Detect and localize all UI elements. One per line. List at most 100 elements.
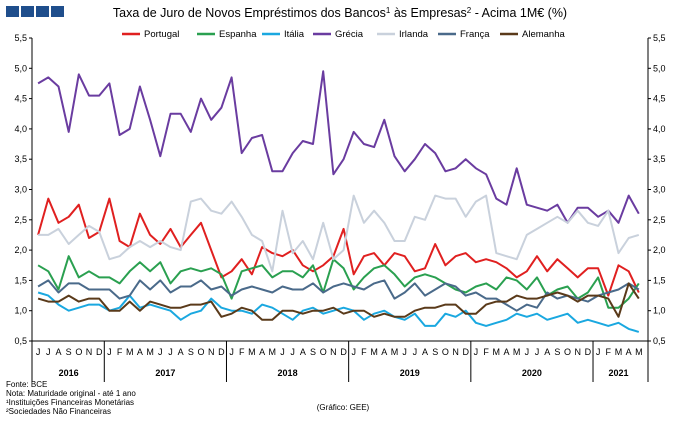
chart-credit: (Gráfico: GEE) (317, 403, 370, 412)
y-tick-label-left: 5,0 (14, 63, 27, 73)
title-end: - Acima 1M€ (%) (471, 6, 567, 20)
x-month-label: A (422, 347, 428, 357)
series-lines (37, 70, 640, 333)
x-month-label: J (351, 347, 356, 357)
x-month-label: S (432, 347, 438, 357)
y-tick-label-left: 1,5 (14, 275, 27, 285)
logo-block-1 (6, 6, 19, 17)
x-month-label: S (188, 347, 194, 357)
footnote-note: Nota: Maturidade original - até 1 ano (6, 389, 136, 398)
x-month-label: M (391, 347, 399, 357)
x-month-label: J (36, 347, 41, 357)
x-month-label: M (513, 347, 521, 357)
logo-block-2 (21, 6, 34, 17)
series-line-grecia (37, 70, 640, 224)
x-month-label: A (300, 347, 306, 357)
x-month-label: O (75, 347, 82, 357)
x-year-label: 2016 (59, 368, 79, 378)
x-month-label: J (474, 347, 479, 357)
series-line-alemanha (37, 282, 640, 321)
y-tick-label-left: 3,0 (14, 185, 27, 195)
x-month-label: J (402, 347, 407, 357)
series-line-irlanda (38, 194, 640, 273)
y-tick-label-right: 3,5 (653, 154, 666, 164)
x-year-label: 2019 (400, 368, 420, 378)
y-tick-label-left: 3,5 (14, 154, 27, 164)
series-line-portugal (37, 197, 640, 297)
series-line-italia (37, 291, 640, 333)
legend-label: Itália (284, 29, 305, 40)
legend-label: Grécia (335, 29, 364, 40)
x-month-label: F (361, 347, 367, 357)
y-tick-label-right: 2,0 (653, 245, 666, 255)
x-month-label: J (596, 347, 601, 357)
x-month-label: N (208, 347, 215, 357)
x-month-label: F (239, 347, 245, 357)
series-line-franca (37, 279, 640, 312)
x-month-label: N (452, 347, 459, 357)
y-tick-label-right: 3,0 (653, 185, 666, 195)
x-year-label: 2018 (278, 368, 298, 378)
x-month-label: F (483, 347, 489, 357)
title-main: Taxa de Juro de Novos Empréstimos dos Ba… (113, 6, 386, 20)
x-month-label: J (229, 347, 234, 357)
x-month-label: S (310, 347, 316, 357)
x-month-label: M (615, 347, 623, 357)
legend-label: Espanha (219, 29, 257, 40)
gee-logo (6, 6, 64, 17)
x-month-label: M (635, 347, 643, 357)
y-tick-label-left: 2,0 (14, 245, 27, 255)
legend-label: Alemanha (522, 29, 565, 40)
y-tick-label-right: 4,0 (653, 124, 666, 134)
footnote-2: ²Sociedades Não Financeiras (6, 407, 111, 416)
x-month-label: D (462, 347, 469, 357)
x-month-label: N (330, 347, 337, 357)
x-month-label: A (381, 347, 387, 357)
y-tick-label-left: 0,5 (14, 336, 27, 346)
footnote-1: ¹Instituições Financeiras Monetárias (6, 398, 134, 407)
x-month-label: O (198, 347, 205, 357)
x-month-label: F (606, 347, 612, 357)
y-ticks: 0,5 0,5 1,0 1,0 1,5 1,5 2,0 2,0 2,5 2,5 3,0 3,0 3,5 3… (14, 33, 665, 346)
y-tick-label-right: 5,0 (653, 63, 666, 73)
y-tick-label-right: 4,5 (653, 94, 666, 104)
y-tick-label-right: 5,5 (653, 33, 666, 43)
x-month-label: M (493, 347, 501, 357)
y-tick-label-left: 4,5 (14, 94, 27, 104)
x-month-label: S (66, 347, 72, 357)
x-month-label: D (96, 347, 103, 357)
x-month-label: A (55, 347, 61, 357)
x-month-label: O (320, 347, 327, 357)
x-month-label: M (248, 347, 256, 357)
x-month-label: J (290, 347, 295, 357)
x-month-label: D (585, 347, 592, 357)
footnote-source: Fonte: BCE (6, 380, 47, 389)
title-sup-1: 1 (386, 6, 391, 15)
x-month-label: J (413, 347, 418, 357)
x-month-label: M (370, 347, 378, 357)
legend-label: França (460, 29, 490, 40)
title-mid: às Empresas (390, 6, 466, 20)
y-tick-label-right: 0,5 (653, 336, 666, 346)
chart-title: Taxa de Juro de Novos Empréstimos dos Ba… (113, 6, 567, 20)
logo-block-3 (36, 6, 49, 17)
legend-label: Portugal (144, 29, 179, 40)
x-year-label: 2017 (155, 368, 175, 378)
x-month-label: J (158, 347, 163, 357)
x-month-label: A (178, 347, 184, 357)
x-month-label: F (117, 347, 123, 357)
x-year-labels: 2016 2017 2018 2019 2020 2021 (31, 341, 649, 382)
logo-block-4 (51, 6, 64, 17)
x-month-label: A (544, 347, 550, 357)
x-month-label: A (503, 347, 509, 357)
y-tick-label-left: 4,0 (14, 124, 27, 134)
chart-legend: Portugal Espanha Itália Grécia Irlanda França… (122, 29, 565, 40)
y-tick-label-right: 1,5 (653, 275, 666, 285)
y-tick-label-left: 5,5 (14, 33, 27, 43)
x-month-label: N (574, 347, 581, 357)
y-tick-label-right: 2,5 (653, 215, 666, 225)
x-month-label: A (137, 347, 143, 357)
legend-label: Irlanda (399, 29, 429, 40)
